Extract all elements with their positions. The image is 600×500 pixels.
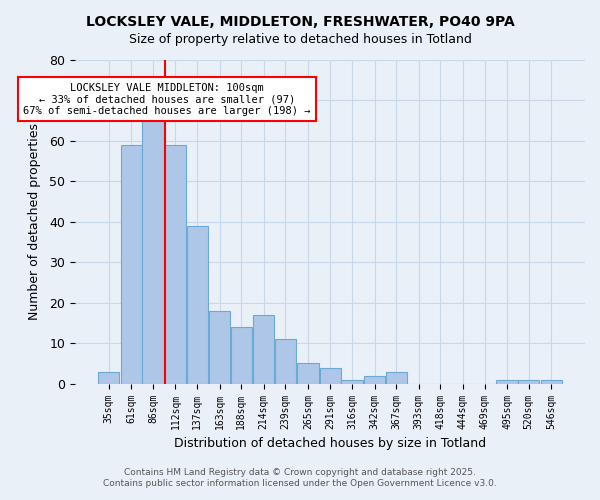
Bar (142, 120, 164, 384)
X-axis label: Distribution of detached houses by size in Totland: Distribution of detached houses by size … (174, 437, 486, 450)
Text: Contains HM Land Registry data © Crown copyright and database right 2025.
Contai: Contains HM Land Registry data © Crown c… (103, 468, 497, 487)
Bar (209, 311, 230, 384)
Bar (253, 315, 274, 384)
Bar (98, 372, 119, 384)
Bar (364, 376, 385, 384)
Bar (518, 380, 539, 384)
Bar (320, 368, 341, 384)
Bar (496, 380, 518, 384)
Text: Size of property relative to detached houses in Totland: Size of property relative to detached ho… (128, 32, 472, 46)
Bar (386, 372, 407, 384)
Bar (165, 145, 186, 384)
Bar (298, 364, 319, 384)
Text: LOCKSLEY VALE MIDDLETON: 100sqm
← 33% of detached houses are smaller (97)
67% of: LOCKSLEY VALE MIDDLETON: 100sqm ← 33% of… (23, 82, 311, 116)
Y-axis label: Number of detached properties: Number of detached properties (28, 124, 41, 320)
Bar (121, 145, 142, 384)
Bar (187, 226, 208, 384)
Bar (541, 380, 562, 384)
Bar (341, 380, 363, 384)
Bar (275, 339, 296, 384)
Text: LOCKSLEY VALE, MIDDLETON, FRESHWATER, PO40 9PA: LOCKSLEY VALE, MIDDLETON, FRESHWATER, PO… (86, 15, 514, 29)
Bar (230, 327, 252, 384)
